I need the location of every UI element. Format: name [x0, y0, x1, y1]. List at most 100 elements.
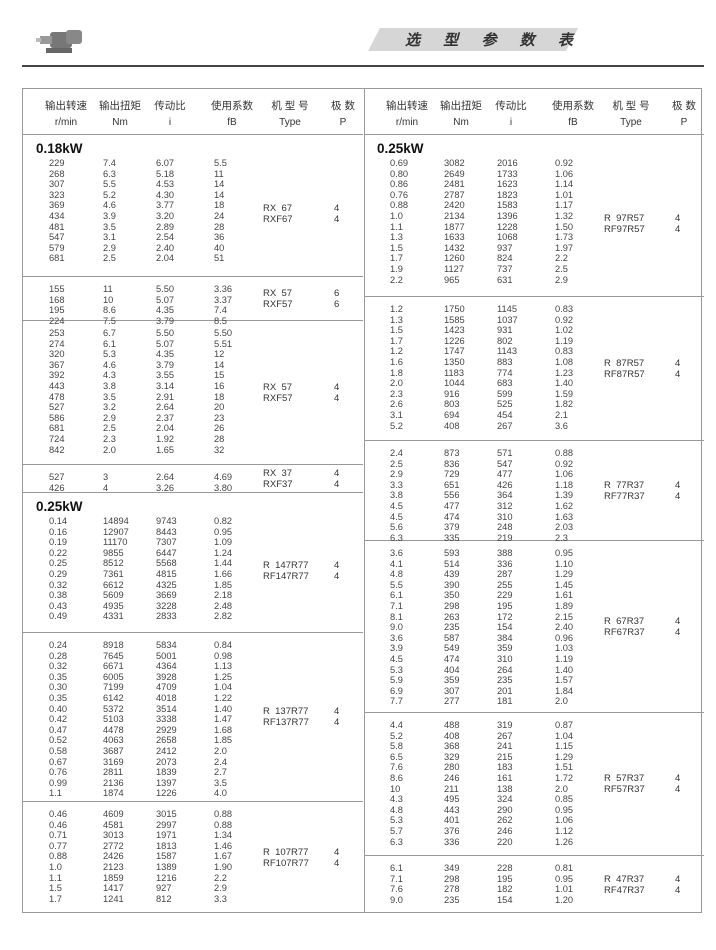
- cell-torque: 2.9: [103, 412, 116, 423]
- cell-ratio: 1587: [156, 851, 177, 862]
- cell-speed: 547: [49, 232, 65, 243]
- cell-service-factor: 1.57: [555, 675, 574, 686]
- cell-service-factor: 1.03: [555, 643, 574, 654]
- cell-service-factor: 1.85: [214, 735, 233, 746]
- type-block: R 87R57 4 RF87R57 4: [604, 358, 704, 380]
- table-row: 0.24 8918 5834 0.84: [23, 640, 363, 651]
- cell-service-factor: 1.10: [555, 558, 574, 569]
- cell-service-factor: 2.18: [214, 590, 233, 601]
- cell-speed: 0.80: [390, 168, 409, 179]
- cell-ratio: 1583: [497, 200, 518, 211]
- table-row: 253 6.7 5.50 5.50: [23, 328, 363, 339]
- cell-torque: 2649: [444, 168, 465, 179]
- cell-service-factor: 1.40: [555, 664, 574, 675]
- cell-torque: 5.2: [103, 189, 116, 200]
- cell-torque: 2.3: [103, 433, 116, 444]
- column-header: 传动比 i: [145, 98, 195, 128]
- cell-torque: 11: [103, 284, 113, 294]
- cell-service-factor: 8.5: [214, 315, 227, 326]
- cell-speed: 4.4: [390, 720, 403, 730]
- cell-ratio: 774: [497, 367, 513, 378]
- cell-torque: 307: [444, 685, 460, 696]
- cell-torque: 404: [444, 664, 460, 675]
- cell-torque: 246: [444, 772, 460, 783]
- table-row: 1.1 1859 1216 2.2: [23, 873, 363, 884]
- cell-speed: 155: [49, 284, 65, 294]
- cell-speed: 0.22: [49, 547, 68, 558]
- table-row: 0.88 2420 1583 1.17: [364, 200, 704, 211]
- model-type: RX 67: [263, 202, 293, 214]
- cell-service-factor: 2.0: [555, 783, 568, 794]
- cell-service-factor: 5.51: [214, 338, 233, 349]
- table-row: 392 4.3 3.55 15: [23, 370, 363, 381]
- type-block: R 47R37 4 RF47R37 4: [604, 874, 704, 896]
- cell-service-factor: 1.39: [555, 490, 574, 501]
- cell-service-factor: 1.01: [555, 884, 574, 895]
- cell-service-factor: 0.95: [555, 804, 574, 815]
- table-row: 2.3 916 599 1.59: [364, 389, 704, 400]
- cell-torque: 488: [444, 720, 460, 730]
- cell-speed: 579: [49, 242, 65, 253]
- cell-torque: 5.3: [103, 349, 116, 360]
- table-row: 1.0 2123 1389 1.90: [23, 862, 363, 873]
- cell-speed: 8.6: [390, 772, 403, 783]
- table-row: 586 2.9 2.37 23: [23, 413, 363, 424]
- table-row: 2.2 965 631 2.9: [364, 275, 704, 286]
- cell-speed: 4.5: [390, 511, 403, 522]
- cell-ratio: 154: [497, 894, 513, 905]
- table-row: 5.6 379 248 2.03: [364, 522, 704, 533]
- cell-speed: 1.1: [49, 788, 62, 799]
- cell-speed: 6.1: [390, 590, 403, 601]
- cell-torque: 408: [444, 730, 460, 741]
- cell-service-factor: 14: [214, 189, 225, 200]
- cell-speed: 0.25: [49, 558, 68, 569]
- cell-ratio: 2016: [497, 158, 518, 168]
- cell-speed: 5.8: [390, 741, 403, 752]
- cell-torque: 4.3: [103, 370, 116, 381]
- cell-service-factor: 0.83: [555, 304, 574, 314]
- cell-ratio: 5.50: [156, 328, 175, 338]
- table-section: 4.4 488 319 0.87 5.2 408 267 1.04 5.8 368 241 1.15 6…: [364, 713, 704, 856]
- cell-service-factor: 0.85: [555, 794, 574, 805]
- cell-speed: 0.32: [49, 579, 68, 590]
- cell-service-factor: 5.50: [214, 328, 233, 338]
- table-row: 7.1 298 195 0.95: [364, 874, 704, 885]
- cell-ratio: 9743: [156, 516, 177, 526]
- cell-service-factor: 0.92: [555, 314, 574, 325]
- cell-torque: 2123: [103, 861, 124, 872]
- cell-torque: 8.6: [103, 305, 116, 316]
- cell-speed: 3.6: [390, 632, 403, 643]
- cell-speed: 1.7: [390, 335, 403, 346]
- cell-service-factor: 2.2: [555, 253, 568, 264]
- table-row: 681 2.5 2.04 26: [23, 423, 363, 434]
- cell-service-factor: 1.46: [214, 840, 233, 851]
- pole-count: 4: [334, 478, 340, 490]
- cell-service-factor: 1.45: [555, 579, 574, 590]
- pole-count: 4: [334, 717, 340, 728]
- cell-service-factor: 2.0: [214, 745, 227, 756]
- cell-service-factor: 1.09: [214, 537, 233, 548]
- cell-torque: 3082: [444, 158, 465, 168]
- cell-ratio: 241: [497, 741, 513, 752]
- cell-speed: 369: [49, 200, 65, 211]
- type-block: R 137R77 4 RF137R77 4: [263, 706, 363, 728]
- cell-speed: 1.2: [390, 346, 403, 357]
- column-header-unit: i: [509, 117, 513, 128]
- column-header: 输出扭矩 Nm: [434, 98, 488, 128]
- cell-torque: 7361: [103, 568, 124, 579]
- cell-ratio: 324: [497, 794, 513, 805]
- cell-speed: 6.5: [390, 751, 403, 762]
- cell-ratio: 812: [156, 893, 172, 904]
- cell-ratio: 6.07: [156, 158, 175, 168]
- table-row: 0.16 12907 8443 0.95: [23, 527, 363, 538]
- cell-service-factor: 1.59: [555, 388, 574, 399]
- cell-torque: 5103: [103, 714, 124, 725]
- table-row: 0.47 4478 2929 1.68: [23, 725, 363, 736]
- cell-speed: 478: [49, 391, 65, 402]
- pole-count: 4: [334, 213, 340, 225]
- cell-ratio: 3.79: [156, 359, 175, 370]
- cell-service-factor: 4.0: [214, 788, 227, 799]
- cell-speed: 1.8: [390, 367, 403, 378]
- cell-ratio: 255: [497, 579, 513, 590]
- cell-service-factor: 2.2: [214, 872, 227, 883]
